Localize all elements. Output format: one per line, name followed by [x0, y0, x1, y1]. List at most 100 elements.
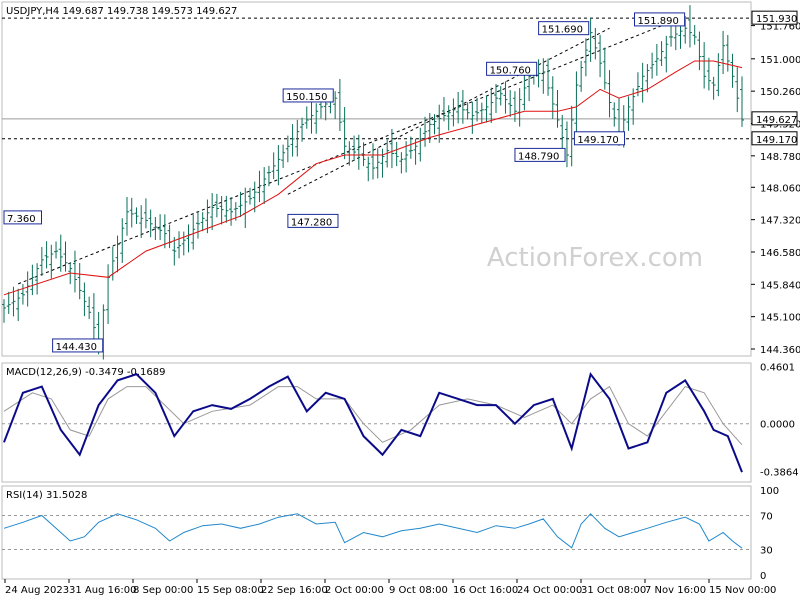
- price-annotation: 151.690: [538, 21, 590, 36]
- price-bar: [375, 148, 380, 179]
- price-bar: [309, 101, 314, 134]
- price-bar: [290, 124, 295, 157]
- price-bar: [602, 47, 607, 90]
- price-hline-label: 149.170: [756, 135, 797, 146]
- svg-text:150.150: 150.150: [286, 92, 327, 103]
- macd-layer: 0.4601 0.0000 -0.3864: [2, 363, 799, 479]
- price-bar: [214, 193, 219, 218]
- price-bar: [683, 16, 688, 44]
- price-bar: [120, 218, 125, 263]
- price-tick-label: 148.780: [760, 152, 800, 163]
- watermark: ActionForex.com: [487, 243, 703, 273]
- price-bar: [678, 24, 683, 49]
- price-annotation: 150.150: [282, 88, 334, 103]
- price-bar: [77, 262, 82, 300]
- price-bar: [475, 98, 480, 122]
- price-horizontal-lines: 151.930 149.170 149.627: [2, 10, 798, 146]
- price-bar: [626, 96, 631, 131]
- price-bar: [366, 156, 371, 182]
- macd-tick-label: -0.3864: [760, 468, 799, 479]
- price-bar: [725, 35, 730, 72]
- price-bar: [654, 44, 659, 76]
- price-bar: [432, 114, 437, 135]
- price-bar: [659, 41, 664, 66]
- price-tick-label: 151.760: [760, 22, 800, 33]
- price-bar: [295, 119, 300, 157]
- rsi-tick-label: 30: [760, 546, 773, 557]
- rsi-series-line: [3, 513, 743, 549]
- price-annotation: 144.430: [52, 338, 104, 353]
- price-bar: [692, 25, 697, 45]
- price-bar: [664, 35, 669, 73]
- price-bar: [35, 263, 40, 295]
- price-bar: [394, 141, 399, 167]
- x-tick-label: 8 Sep 00:00: [133, 585, 193, 596]
- price-bar: [484, 95, 489, 123]
- price-bar: [72, 250, 77, 293]
- price-bar: [697, 31, 702, 71]
- price-bar: [560, 114, 565, 151]
- price-bar: [399, 152, 404, 174]
- price-bar: [640, 62, 645, 103]
- price-bar: [451, 98, 456, 127]
- price-bar: [498, 86, 503, 106]
- price-bar: [304, 106, 309, 129]
- macd-series-signal: [3, 385, 743, 446]
- price-bar: [281, 144, 286, 168]
- price-bar: [30, 264, 35, 296]
- svg-text:150.760: 150.760: [490, 65, 531, 76]
- price-bar: [125, 197, 129, 236]
- svg-text:148.790: 148.790: [518, 151, 559, 162]
- price-tick-label: 150.260: [760, 87, 800, 98]
- price-bar: [68, 263, 73, 285]
- price-bar: [503, 81, 508, 114]
- price-bar: [191, 214, 196, 250]
- price-bar: [195, 211, 200, 239]
- price-bar: [579, 60, 584, 92]
- price-bar: [229, 197, 234, 226]
- price-bar: [389, 128, 394, 169]
- svg-text:147.280: 147.280: [291, 217, 332, 228]
- price-bar: [687, 5, 692, 48]
- price-bar: [418, 127, 423, 162]
- price-bar: [352, 135, 357, 161]
- x-tick-label: 24 Oct 00:00: [517, 585, 582, 596]
- price-bar: [598, 34, 603, 78]
- price-bar: [148, 209, 153, 238]
- price-annotations: 7.360 144.430 150.150 147.280 150.760 148.790…: [3, 12, 686, 353]
- price-bar: [564, 121, 569, 168]
- price-hline-label-box: [751, 10, 798, 25]
- price-bar: [408, 136, 413, 159]
- macd-panel-frame: [1, 362, 752, 483]
- price-annotation: 147.280: [287, 213, 339, 228]
- price-bar: [276, 145, 281, 186]
- price-bar: [541, 58, 546, 94]
- price-bar: [143, 198, 148, 229]
- price-bar: [631, 88, 636, 125]
- price-bar: [512, 91, 517, 122]
- svg-text:151.690: 151.690: [542, 25, 583, 36]
- x-tick-label: 2 Oct 00:00: [325, 585, 384, 596]
- price-bar: [115, 235, 120, 273]
- price-bar: [82, 282, 87, 317]
- svg-text:149.170: 149.170: [577, 135, 618, 146]
- price-bar: [139, 205, 144, 238]
- rsi-panel-frame: [1, 485, 752, 580]
- price-bar: [711, 76, 716, 100]
- price-bar: [257, 170, 262, 203]
- macd-series-macd: [3, 371, 743, 473]
- price-bar: [200, 212, 205, 232]
- rsi-tick-label: 70: [760, 512, 773, 523]
- price-bar: [224, 195, 229, 223]
- svg-text:144.430: 144.430: [56, 342, 97, 353]
- price-ema: [3, 60, 743, 296]
- x-tick-label: 24 Aug 2023: [5, 585, 69, 596]
- price-bar: [574, 71, 579, 138]
- price-bar: [441, 97, 446, 122]
- price-tick-label: 145.840: [760, 280, 800, 291]
- price-bar: [569, 105, 574, 167]
- x-axis: 24 Aug 2023 31 Aug 16:008 Sep 00:00 15 Sep…: [4, 579, 776, 596]
- rsi-layer: 100 70 30 0: [2, 486, 779, 582]
